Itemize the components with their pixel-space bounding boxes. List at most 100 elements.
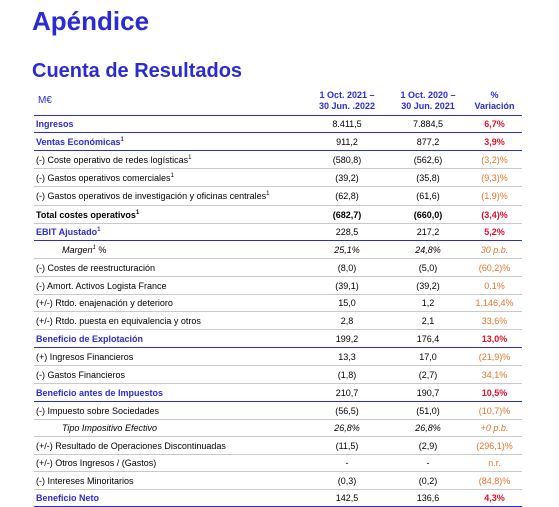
row-label: Ventas Económicas1 xyxy=(36,136,124,147)
prior-value: (660,0) xyxy=(413,209,443,220)
table-row: Total costes operativos1 (682,7) (660,0) (3… xyxy=(34,206,522,224)
table-row: Beneficio Neto 142,5 136,6 4,3% xyxy=(34,490,522,507)
prior-value: (0,2) xyxy=(418,475,438,486)
row-label: (+/-) Otros Ingresos / (Gastos) xyxy=(36,458,157,468)
table-row: (-) Gastos Financieros (1,8) (2,7) 34,1% xyxy=(34,366,522,384)
current-value: (39,1) xyxy=(335,280,359,291)
current-value: (682,7) xyxy=(332,209,362,220)
table-row: Ingresos 8.411,5 7.884,5 6,7% xyxy=(34,116,522,133)
row-label: (-) Costes de reestructuración xyxy=(36,262,156,273)
income-statement-table: M€ 1 Oct. 2021 – 30 Jun. .2022 1 Oct. 20… xyxy=(34,90,522,507)
variation-value: (84,8)% xyxy=(478,475,511,486)
row-label: Total costes operativos1 xyxy=(36,209,140,220)
variation-value: 13,0% xyxy=(481,333,508,344)
row-label: Beneficio antes de Impuestos xyxy=(36,387,164,398)
section-title: Cuenta de Resultados xyxy=(32,60,243,82)
table-row: (-) Coste operativo de redes logísticas1… xyxy=(34,151,522,169)
row-label: Beneficio de Explotación xyxy=(36,333,144,344)
variation-value: 3,9% xyxy=(484,136,505,147)
variation-value: 0.1% xyxy=(484,280,505,291)
row-label: (-) Impuesto sobre Sociedades xyxy=(36,405,160,416)
current-value: 228,5 xyxy=(335,227,359,237)
prior-value: - xyxy=(426,458,430,468)
row-label: (-) Gastos operativos de investigación y… xyxy=(36,191,270,201)
prior-value: 1,2 xyxy=(421,298,435,308)
table-row: (-) Costes de reestructuración (8,0) (5,0)… xyxy=(34,259,522,277)
current-value: 142,5 xyxy=(335,493,359,503)
table-row: (+/-) Resultado de Operaciones Discontin… xyxy=(34,437,522,455)
prior-value: 176,4 xyxy=(416,333,440,344)
table-row: (+/-) Rtdo. puesta en equivalencia y otr… xyxy=(34,312,522,330)
prior-value: 26,8% xyxy=(415,423,441,433)
current-value: 8.411,5 xyxy=(332,119,362,129)
table-header: M€ 1 Oct. 2021 – 30 Jun. .2022 1 Oct. 20… xyxy=(34,90,522,116)
current-value: (11,5) xyxy=(335,440,359,451)
variation-value: 34,1% xyxy=(481,369,508,380)
row-label: (-) Intereses Minoritarios xyxy=(36,475,134,486)
column-header-variation: % Variación xyxy=(474,90,515,111)
variation-value: (10,7)% xyxy=(478,405,511,416)
table-row: (-) Amort. Activos Logista France (39,1) (… xyxy=(34,277,522,295)
variation-value: +0 p.b. xyxy=(480,423,509,433)
row-label: (+/-) Rtdo. puesta en equivalencia y otr… xyxy=(36,315,201,326)
variation-value: n.r. xyxy=(488,458,501,468)
table-row: (+) Ingresos Financieros 13,3 17,0 (21,9)% xyxy=(34,348,522,366)
table-row: (-) Impuesto sobre Sociedades (56,5) (51,0… xyxy=(34,402,522,420)
prior-value: 136,6 xyxy=(416,493,440,503)
current-value: 26,8% xyxy=(334,423,360,433)
prior-value: (61,6) xyxy=(416,191,440,201)
current-value: (0,3) xyxy=(337,475,357,486)
prior-value: (51,0) xyxy=(416,405,440,416)
current-value: 2,8 xyxy=(340,315,354,326)
row-label: Margen1 % xyxy=(62,244,107,255)
variation-value: 33,6% xyxy=(481,315,508,326)
prior-value: (562,6) xyxy=(413,154,443,165)
table-row: (-) Gastos operativos de investigación y… xyxy=(34,187,522,206)
current-value: (39,2) xyxy=(335,172,359,183)
row-label: (-) Gastos operativos comerciales1 xyxy=(36,172,174,183)
prior-value: (2,9) xyxy=(418,440,438,451)
variation-value: (9,3)% xyxy=(481,172,508,183)
row-label: (+/-) Rtdo. enajenación y deterioro xyxy=(36,298,173,308)
current-value: 911,2 xyxy=(336,136,358,147)
table-row: (+/-) Rtdo. enajenación y deterioro 15,0 1… xyxy=(34,295,522,312)
table-row: Ventas Económicas1 911,2 877,2 3,9% xyxy=(34,133,522,151)
variation-value: (21,9)% xyxy=(478,351,511,362)
table-row: (+/-) Otros Ingresos / (Gastos) - - n.r. xyxy=(34,455,522,472)
table-row: Beneficio antes de Impuestos 210,7 190,7 10… xyxy=(34,384,522,402)
table-row: (-) Intereses Minoritarios (0,3) (0,2) (84,… xyxy=(34,472,522,490)
table-body: Ingresos 8.411,5 7.884,5 6,7% Ventas Económi… xyxy=(34,116,522,507)
current-value: (1,8) xyxy=(337,369,357,380)
prior-value: 877,2 xyxy=(416,136,440,147)
variation-value: 1.146,4% xyxy=(475,298,514,308)
variation-value: (1,9)% xyxy=(481,191,508,201)
table-row: EBIT Ajustado1 228,5 217,2 5,2% xyxy=(34,224,522,241)
unit-label: M€ xyxy=(38,95,52,106)
variation-value: 30 p.b. xyxy=(480,244,509,255)
prior-value: 217,2 xyxy=(416,227,440,237)
current-value: 15,0 xyxy=(338,298,356,308)
row-label: (+) Ingresos Financieros xyxy=(36,351,134,362)
variation-value: (3,2)% xyxy=(481,154,508,165)
variation-value: 4,3% xyxy=(484,493,505,503)
prior-value: 190,7 xyxy=(416,387,440,398)
column-header-current: 1 Oct. 2021 – 30 Jun. .2022 xyxy=(318,90,376,111)
prior-value: 17,0 xyxy=(419,351,437,362)
variation-value: (60,2)% xyxy=(478,262,511,273)
current-value: 25,1% xyxy=(334,244,360,255)
row-label: Beneficio Neto xyxy=(36,493,100,503)
prior-value: (39,2) xyxy=(416,280,440,291)
current-value: (580,8) xyxy=(332,154,362,165)
current-value: 13,3 xyxy=(338,351,356,362)
current-value: (62,8) xyxy=(335,191,359,201)
prior-value: 24,8% xyxy=(415,244,441,255)
current-value: (8,0) xyxy=(337,262,357,273)
row-label: (-) Amort. Activos Logista France xyxy=(36,280,167,291)
column-header-prior: 1 Oct. 2020 – 30 Jun. 2021 xyxy=(400,90,456,111)
prior-value: 2,1 xyxy=(421,315,435,326)
current-value: (56,5) xyxy=(335,405,359,416)
prior-value: (2,7) xyxy=(418,369,438,380)
table-row: Margen1 % 25,1% 24,8% 30 p.b. xyxy=(34,241,522,259)
row-label: EBIT Ajustado1 xyxy=(36,227,101,237)
variation-value: 6,7% xyxy=(484,119,505,129)
